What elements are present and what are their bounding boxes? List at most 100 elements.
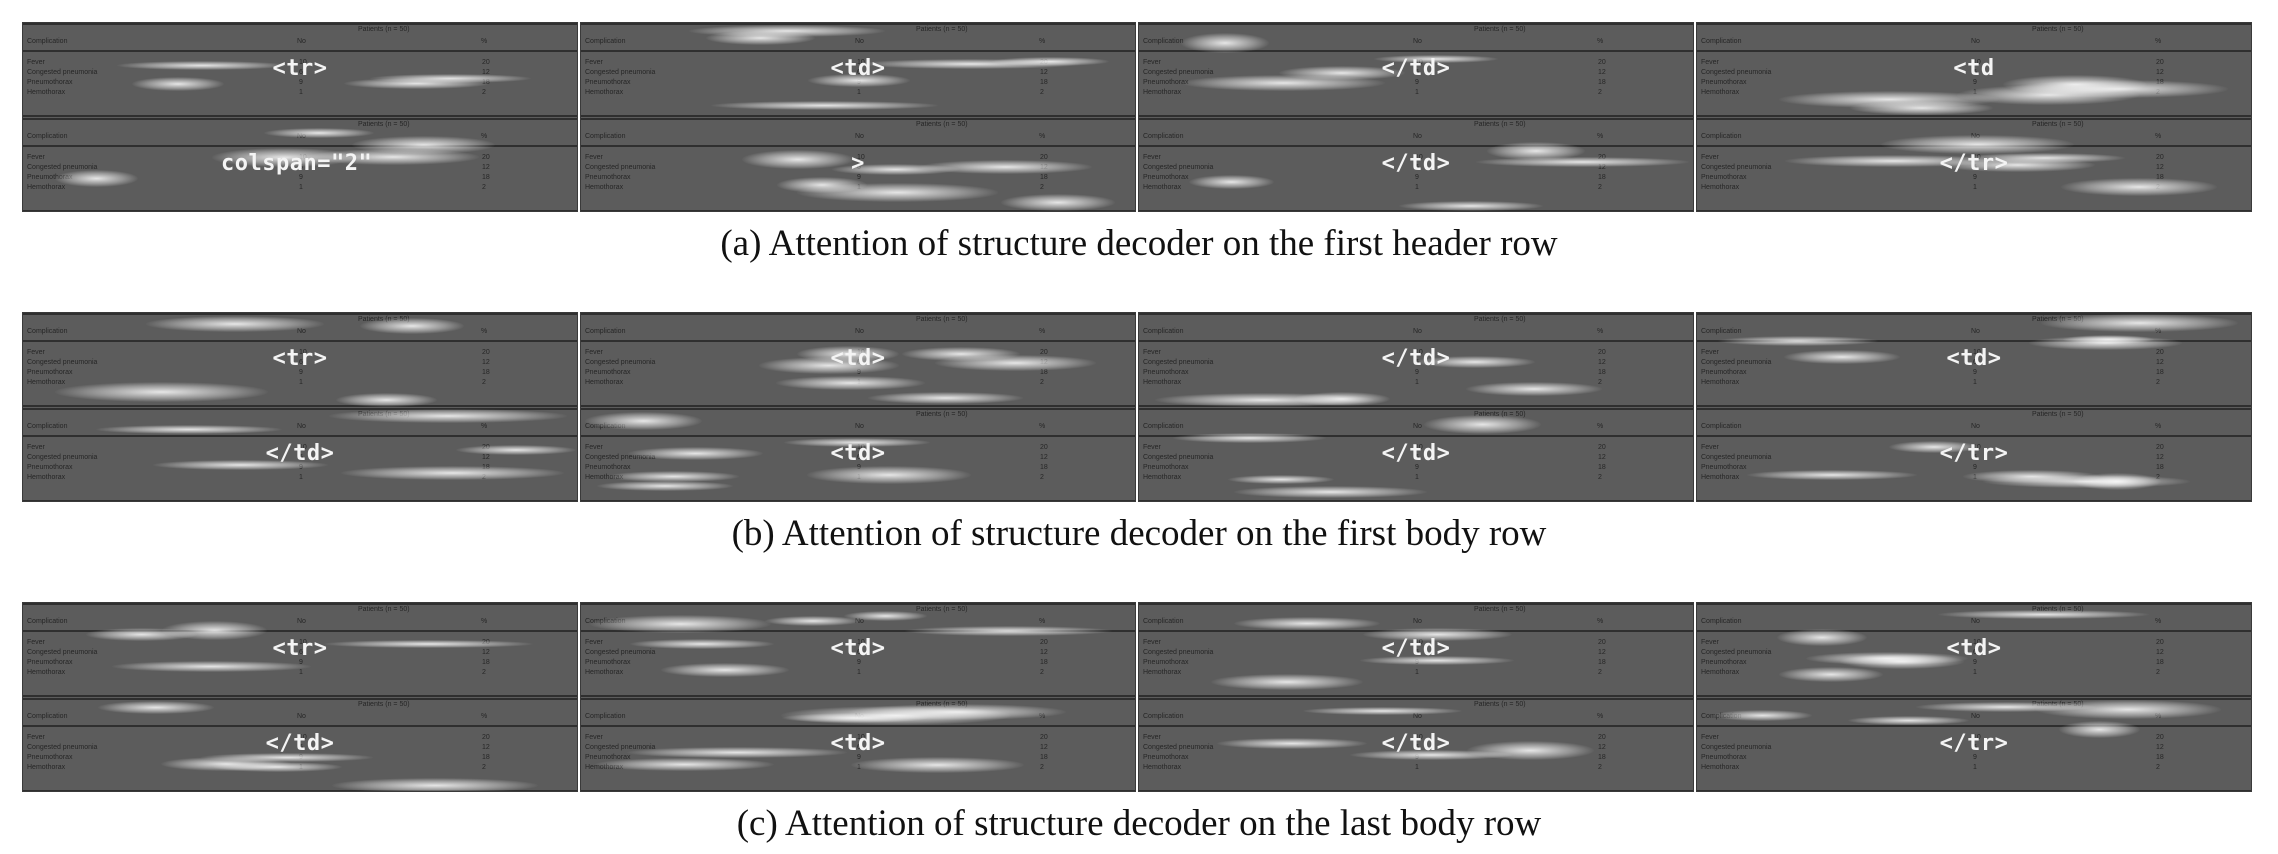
top-rule	[1697, 23, 2251, 25]
body-label-text: Fever	[27, 444, 45, 451]
body-pct-text: 12	[482, 744, 490, 751]
header-pct-text: %	[1597, 328, 1604, 335]
attention-highlight	[1234, 616, 1380, 631]
top-rule	[1139, 698, 1693, 700]
body-no-text: 1	[857, 669, 861, 676]
bottom-rule	[1139, 210, 1693, 211]
attention-highlight	[1363, 627, 1512, 642]
header-pct-text: %	[1039, 328, 1046, 335]
header-span-text: Patients (n = 50)	[1474, 26, 1526, 33]
structure-token-label: </td>	[1381, 151, 1451, 176]
body-no-text: 1	[299, 379, 303, 386]
header-no-text: No	[855, 328, 864, 335]
attention-highlight	[85, 627, 198, 642]
body-label-text: Hemothorax	[1143, 89, 1182, 96]
header-no-text: No	[1413, 133, 1422, 140]
body-label-text: Hemothorax	[27, 764, 66, 771]
header-rule	[23, 145, 577, 147]
body-pct-text: 2	[482, 669, 486, 676]
header-rule	[581, 340, 1135, 342]
attention-highlight	[1172, 432, 1327, 444]
header-rule	[1697, 725, 2251, 727]
body-label-text: Pneumothorax	[27, 754, 73, 761]
body-label-text: Congested pneumonia	[585, 454, 656, 461]
body-label-text: Pneumothorax	[1701, 659, 1747, 666]
attention-highlight	[1777, 629, 1867, 647]
header-complication-text: Complication	[1143, 713, 1184, 720]
header-pct-text: %	[1597, 423, 1604, 430]
bottom-rule	[1697, 115, 2251, 117]
attention-highlight	[806, 465, 972, 484]
body-label-text: Pneumothorax	[27, 369, 73, 376]
body-label-text: Pneumothorax	[585, 174, 631, 181]
body-no-text: 10	[1415, 444, 1423, 451]
top-rule	[1697, 698, 2251, 700]
attention-map: Patients (n = 50)ComplicationNo%Fever102…	[1697, 408, 2251, 501]
body-pct-text: 18	[1598, 659, 1606, 666]
figure-group: Patients (n = 50) Complication No% Fever 10 2…	[0, 602, 2278, 852]
body-pct-text: 12	[1598, 359, 1606, 366]
attention-highlight	[1360, 655, 1514, 666]
header-rule	[1139, 725, 1693, 727]
body-no-text: 9	[299, 369, 303, 376]
attention-highlight	[1779, 667, 1884, 683]
body-label-text: Pneumothorax	[1143, 174, 1189, 181]
top-rule	[581, 698, 1135, 700]
bottom-rule	[23, 500, 577, 501]
body-no-text: 1	[299, 669, 303, 676]
body-label-text: Congested pneumonia	[27, 164, 98, 171]
attention-map: Patients (n = 50)ComplicationNo%Fever102…	[23, 118, 577, 211]
bottom-rule	[581, 500, 1135, 501]
header-no-text: No	[1413, 423, 1422, 430]
bottom-rule	[23, 115, 577, 117]
body-no-text: 1	[857, 89, 861, 96]
attention-highlight	[689, 25, 885, 38]
header-span-text: Patients (n = 50)	[2032, 26, 2084, 33]
header-pct-text: %	[1597, 713, 1604, 720]
body-pct-text: 2	[1598, 474, 1602, 481]
attention-highlight	[111, 661, 311, 673]
body-label-text: Congested pneumonia	[585, 164, 656, 171]
body-pct-text: 12	[482, 164, 490, 171]
body-no-text: 9	[1415, 79, 1419, 86]
header-complication-text: Complication	[1143, 328, 1184, 335]
body-no-text: 1	[1415, 89, 1419, 96]
header-complication-text: Complication	[27, 133, 68, 140]
attention-panel: Patients (n = 50)ComplicationNo%Fever102…	[22, 312, 578, 502]
body-pct-text: 20	[1598, 734, 1606, 741]
structure-token-label: >	[851, 151, 865, 176]
attention-highlight	[851, 756, 1025, 774]
body-label-text: Congested pneumonia	[27, 359, 98, 366]
header-pct-text: %	[2155, 38, 2162, 45]
body-pct-text: 18	[1598, 369, 1606, 376]
attention-map: Patients (n = 50)ComplicationNo%Fever102…	[23, 408, 577, 501]
attention-highlight	[660, 662, 790, 677]
attention-highlight	[456, 444, 576, 455]
attention-highlight	[331, 777, 539, 791]
header-rule	[581, 50, 1135, 52]
header-span-text: Patients (n = 50)	[1474, 121, 1526, 128]
header-span-text: Patients (n = 50)	[358, 701, 410, 708]
body-pct-text: 20	[1598, 349, 1606, 356]
body-pct-text: 2	[1040, 379, 1044, 386]
body-pct-text: 2	[1598, 669, 1602, 676]
header-rule	[23, 630, 577, 632]
body-label-text: Fever	[585, 349, 603, 356]
attention-highlight	[55, 169, 138, 187]
bottom-rule	[581, 405, 1135, 407]
body-label-text: Congested pneumonia	[585, 69, 656, 76]
structure-token-label: <td	[1953, 56, 1995, 81]
body-no-text: 1	[1973, 669, 1977, 676]
body-no-text: 9	[1415, 174, 1419, 181]
attention-highlight	[1850, 101, 1994, 116]
top-rule	[581, 603, 1135, 605]
attention-highlight	[764, 616, 861, 627]
body-label-text: Fever	[585, 59, 603, 66]
header-rule	[23, 340, 577, 342]
body-pct-text: 18	[1040, 79, 1048, 86]
body-no-text: 10	[299, 639, 307, 646]
body-label-text: Hemothorax	[1143, 669, 1182, 676]
header-no-text: No	[1413, 618, 1422, 625]
